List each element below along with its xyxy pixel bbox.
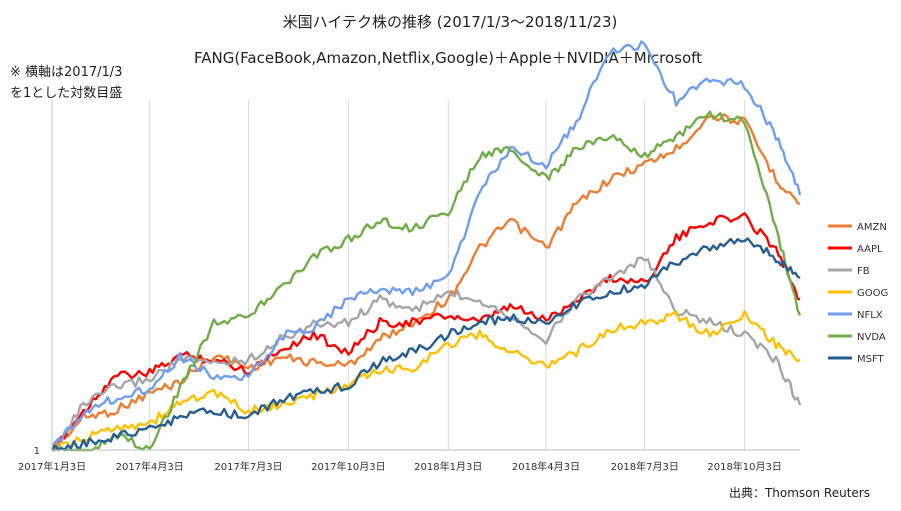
x-tick-label: 2018年7月3日 [611,460,679,473]
grid-lines [149,100,746,450]
legend-label-nflx: NFLX [857,310,883,321]
series-line-msft [51,237,801,452]
x-tick-label: 2017年4月3日 [116,460,184,473]
legend-label-goog: GOOG [857,288,888,299]
x-tick-label: 2018年4月3日 [512,460,580,473]
legend-label-aapl: AAPL [857,244,883,255]
series-line-amzn [51,113,801,452]
x-tick-label: 2017年1月3日 [18,460,86,473]
legend-label-msft: MSFT [857,354,885,365]
series-line-aapl [50,212,801,451]
x-tick-label: 2017年10月3日 [311,460,386,473]
series-line-goog [52,309,801,452]
series-line-nflx [50,40,802,451]
legend: AMZN AAPL FB GOOG NFLX NVDA MSFT [828,222,888,365]
x-tick-label: 2017年7月3日 [214,460,282,473]
x-tick-label: 2018年10月3日 [707,460,782,473]
legend-label-fb: FB [857,266,870,277]
scale-note-line-2: を1とした対数目盛 [10,86,122,101]
chart-title: 米国ハイテク株の推移 (2017/1/3～2018/11/23) [283,13,618,31]
legend-label-amzn: AMZN [857,222,887,233]
legend-label-nvda: NVDA [857,332,886,343]
axes: 2017年1月3日 2017年4月3日 2017年7月3日 2017年10月3日 201… [18,100,800,473]
series-line-nvda [52,110,802,452]
x-tick-label: 2018年1月3日 [414,460,482,473]
y-tick-label: 1 [34,446,40,457]
source-credit: 出典：Thomson Reuters [729,486,870,500]
chart-subtitle: FANG(FaceBook,Amazon,Netflix,Google)＋App… [194,49,702,67]
scale-note-line-1: ※ 横軸は2017/1/3 [10,65,122,80]
series-lines [50,40,802,452]
